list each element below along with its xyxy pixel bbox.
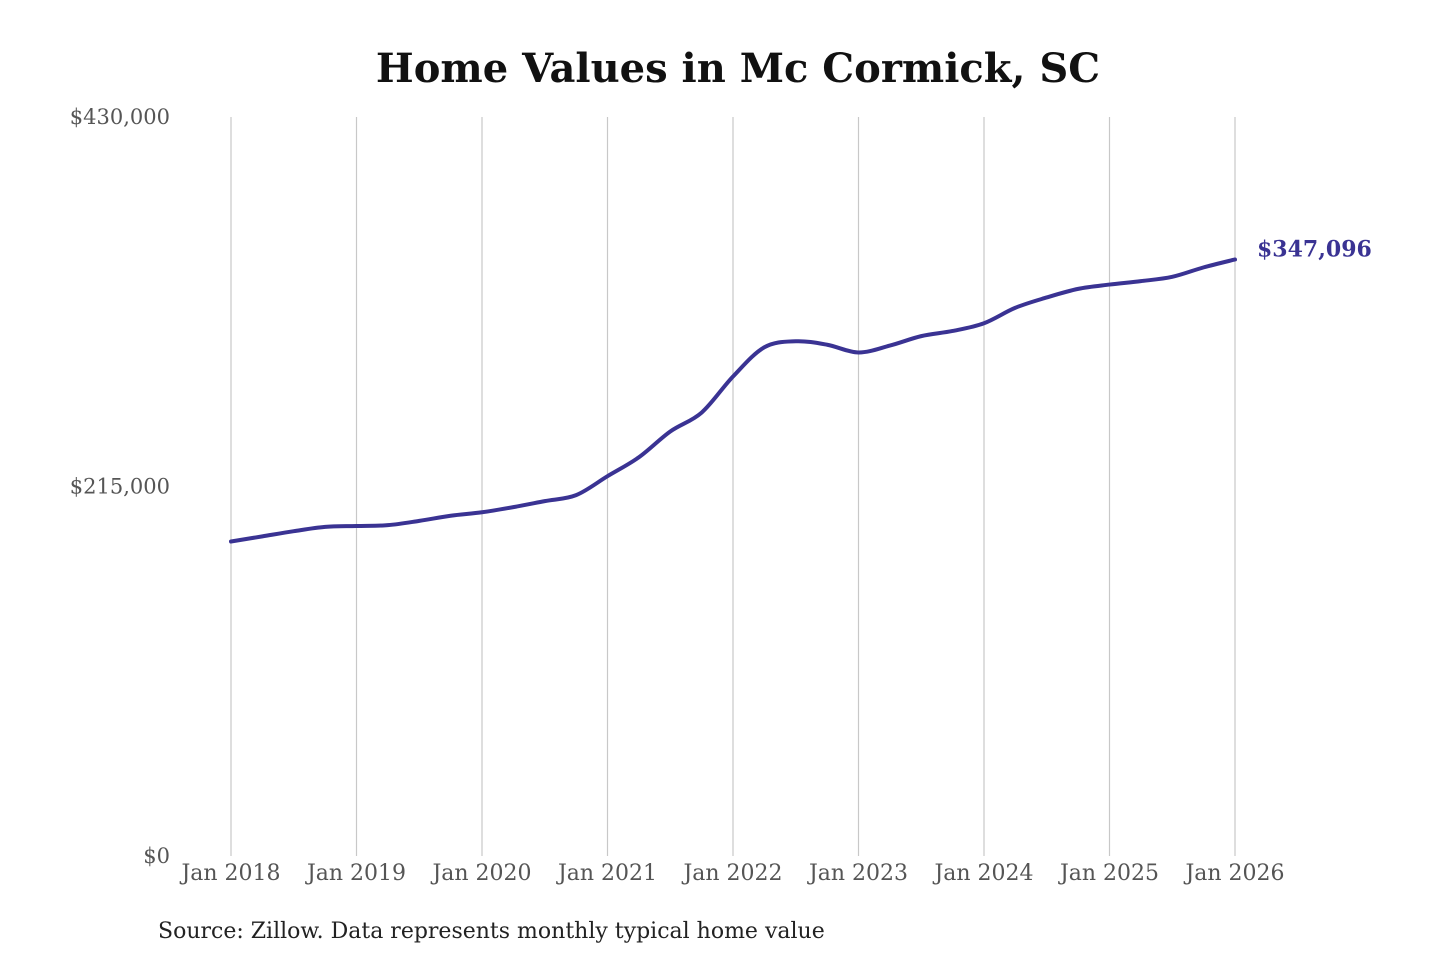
series-line-0 — [229, 257, 1237, 544]
x-tick-label: Jan 2019 — [305, 861, 406, 886]
x-tick-label: Jan 2023 — [807, 861, 908, 886]
x-tick-label: Jan 2020 — [430, 861, 531, 886]
y-tick-label: $430,000 — [70, 105, 170, 129]
y-tick-label: $215,000 — [70, 475, 170, 499]
source-note: Source: Zillow. Data represents monthly … — [158, 919, 825, 944]
x-tick-label: Jan 2021 — [556, 861, 657, 886]
series-layer — [229, 257, 1237, 544]
x-tick-label: Jan 2022 — [681, 861, 782, 886]
x-tick-label: Jan 2026 — [1183, 861, 1284, 886]
x-axis-ticks: Jan 2018 Jan 2019 Jan 2020 Jan 2021 Jan 2022… — [179, 861, 1284, 886]
x-tick-label: Jan 2024 — [932, 861, 1033, 886]
x-tick-label: Jan 2018 — [179, 861, 280, 886]
gridlines — [230, 117, 1236, 856]
y-axis-ticks: $0 $215,000 $430,000 — [70, 105, 170, 868]
x-tick-label: Jan 2025 — [1058, 861, 1159, 886]
y-tick-label: $0 — [143, 844, 170, 868]
chart-title: Home Values in Mc Cormick, SC — [376, 45, 1100, 92]
end-value-label: $347,096 — [1257, 236, 1372, 262]
